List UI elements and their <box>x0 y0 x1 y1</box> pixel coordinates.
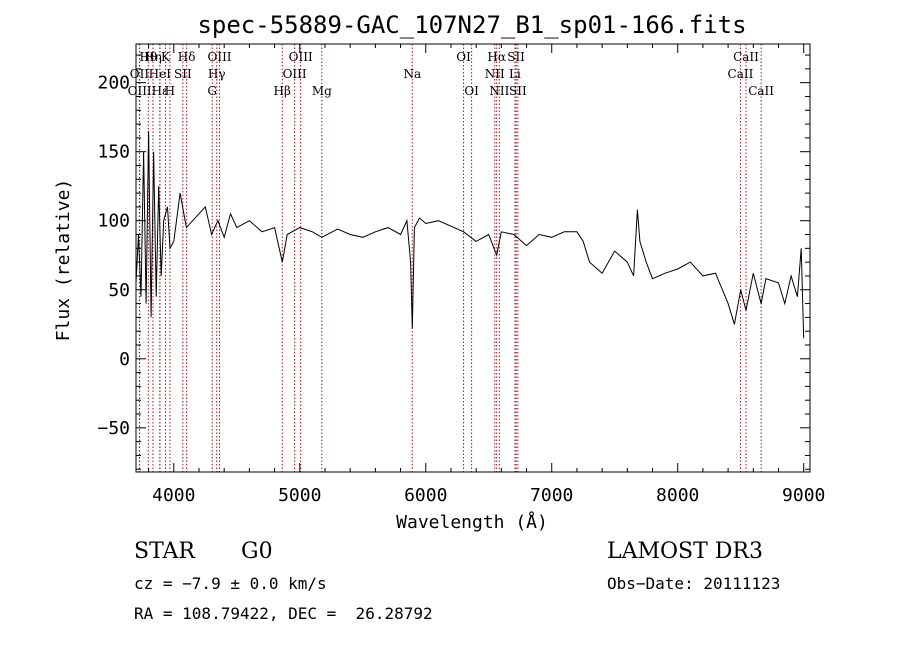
y-axis-label: Flux (relative) <box>53 179 74 342</box>
line-label-11: Hγ <box>208 67 226 81</box>
y-tick-label-5: 200 <box>97 73 130 94</box>
line-label-24: SII <box>507 50 525 64</box>
line-label-25: SII <box>509 84 527 98</box>
line-label-18: OI <box>456 50 471 64</box>
chart-title: spec-55889-GAC_107N27_B1_sp01-166.fits <box>197 11 746 39</box>
x-tick-label-1: 5000 <box>278 485 321 506</box>
line-label-16: Mg <box>312 84 332 98</box>
spectral-line-labels: Hθ OII OIII Hη HeI Hε K H SII Hδ G Hγ OIII Hβ OIII OIII… <box>128 50 775 98</box>
line-label-14: OIII <box>283 67 307 81</box>
line-label-12: OIII <box>207 50 231 64</box>
line-label-23: Li <box>509 67 521 81</box>
x-tick-label-2: 6000 <box>404 485 447 506</box>
x-tick-label-4: 8000 <box>656 485 699 506</box>
line-label-8: SII <box>174 67 192 81</box>
line-label-2: OIII <box>128 84 152 98</box>
line-label-27: CaII <box>733 50 759 64</box>
spectrum-line <box>135 130 805 339</box>
coordinates-readout: RA = 108.79422, DEC = 26.28792 <box>134 604 433 623</box>
x-tick-label-3: 7000 <box>530 485 573 506</box>
line-label-22: NII <box>489 84 509 98</box>
observation-date: Obs−Date: 20111123 <box>607 574 781 593</box>
plot-frame <box>135 43 811 473</box>
line-label-21: Hα <box>487 50 506 64</box>
line-label-9: Hδ <box>178 50 196 64</box>
spectral-line-markers <box>138 44 762 472</box>
x-axis-label: Wavelength (Å) <box>396 511 548 533</box>
line-label-6: K <box>161 50 171 64</box>
x-axis: 4000 5000 6000 7000 8000 9000 <box>148 44 825 506</box>
y-tick-label-0: −50 <box>97 418 130 439</box>
line-label-3: Hη <box>144 50 162 64</box>
y-tick-label-1: 0 <box>119 349 130 370</box>
object-subclass: G0 <box>241 539 273 564</box>
line-label-13: Hβ <box>274 84 291 98</box>
line-label-15: OIII <box>289 50 313 64</box>
line-label-28: CaII <box>748 84 774 98</box>
line-label-20: NII <box>485 67 505 81</box>
line-label-0: Hθ <box>139 50 157 64</box>
line-label-19: OI <box>464 84 479 98</box>
line-label-17: Na <box>403 67 421 81</box>
line-label-10: G <box>207 84 217 98</box>
y-tick-label-4: 150 <box>97 142 130 163</box>
x-tick-label-5: 9000 <box>782 485 825 506</box>
survey-name: LAMOST DR3 <box>607 539 763 564</box>
line-label-26: CaII <box>728 67 754 81</box>
line-label-1: OII <box>130 67 150 81</box>
line-label-7: H <box>165 84 175 98</box>
y-tick-label-3: 100 <box>97 211 130 232</box>
object-class: STAR <box>134 539 195 564</box>
y-axis: −50 0 50 100 150 200 <box>97 54 810 470</box>
line-label-4: HeI <box>149 67 172 81</box>
line-label-5: Hε <box>152 84 169 98</box>
y-tick-label-2: 50 <box>108 280 130 301</box>
velocity-readout: cz = −7.9 ± 0.0 km/s <box>134 574 327 593</box>
x-tick-label-0: 4000 <box>152 485 195 506</box>
